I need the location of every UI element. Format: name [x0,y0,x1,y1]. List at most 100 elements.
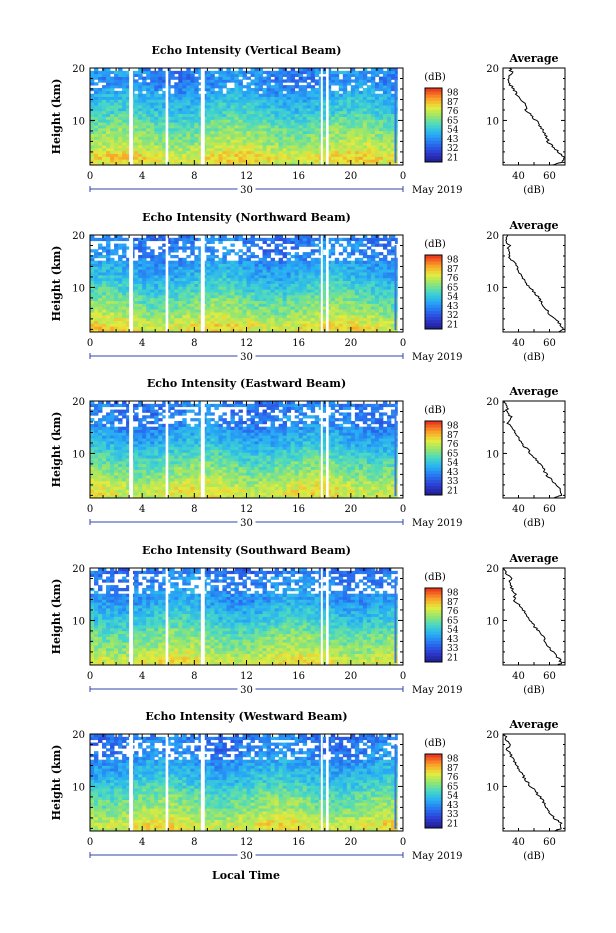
heatmap-cell [122,301,126,304]
heatmap-cell [234,312,238,315]
heatmap-cell [182,145,186,148]
heatmap-cell [174,312,178,315]
heatmap-cell [154,119,158,122]
heatmap-cell [255,117,259,120]
heatmap-cell [315,278,319,281]
heatmap-cell [295,309,299,312]
heatmap-cell [295,114,299,117]
heatmap-cell [150,275,154,278]
heatmap-cell [331,94,335,97]
heatmap-cell [295,306,299,309]
heatmap-cell [379,272,383,275]
heatmap-cell [259,306,263,309]
heatmap-cell [242,303,246,306]
heatmap-cell [206,249,210,252]
heatmap-cell [178,145,182,148]
heatmap-cell [251,315,255,318]
heatmap-cell [311,154,315,157]
heatmap-cell [287,241,291,244]
heatmap-cell [287,79,291,82]
heatmap-cell [230,154,234,157]
heatmap-cell [263,309,267,312]
heatmap-cell [206,102,210,105]
heatmap-cell [118,136,122,139]
heatmap-cell [315,94,319,97]
heatmap-cell [190,275,194,278]
heatmap-cell [222,278,226,281]
heatmap-cell [226,159,230,162]
heatmap-cell [383,286,387,289]
profile-x-label: (dB) [523,185,545,196]
heatmap-cell [142,261,146,264]
heatmap-cell [90,88,94,91]
heatmap-cell [142,321,146,324]
heatmap-cell [251,131,255,134]
heatmap-cell [263,71,267,74]
heatmap-cell [283,85,287,88]
heatmap-cell [122,323,126,326]
heatmap-cell [363,77,367,80]
colorbar-level: 43 [447,135,459,145]
heatmap-cell [263,303,267,306]
heatmap-cell [154,289,158,292]
heatmap-cell [295,108,299,111]
heatmap-cell [154,99,158,102]
heatmap-cell [283,125,287,128]
heatmap-cell [210,131,214,134]
heatmap-cell [367,125,371,128]
heatmap-cell [259,128,263,131]
heatmap-cell [255,284,259,287]
heatmap-cell [114,298,118,301]
heatmap-cell [303,278,307,281]
heatmap-cell [134,119,138,122]
heatmap-cell [106,154,110,157]
heatmap-cell [238,125,242,128]
heatmap-cell [222,312,226,315]
heatmap-cell [255,79,259,82]
heatmap-cell [387,295,391,298]
edge-data-column [395,78,397,163]
heatmap-cell [122,295,126,298]
heatmap-cell [190,309,194,312]
heatmap-cell [118,82,122,85]
heatmap-cell [222,117,226,120]
heatmap-cell [247,318,251,321]
heatmap-cell [178,71,182,74]
heatmap-cell [230,111,234,114]
heatmap-cell [210,295,214,298]
heatmap-cell [134,151,138,154]
heatmap-cell [391,71,395,74]
heatmap-cell [311,151,315,154]
heatmap-cell [190,111,194,114]
heatmap-cell [299,295,303,298]
heatmap-cell [182,261,186,264]
heatmap-cell [355,131,359,134]
heatmap-cell [279,249,283,252]
heatmap-cell [210,246,214,249]
heatmap-cell [206,318,210,321]
heatmap-cell [210,326,214,329]
heatmap-cell [371,142,375,145]
heatmap-cell [315,301,319,304]
heatmap-cell [311,238,315,241]
heatmap-cell [222,97,226,100]
heatmap-cell [206,278,210,281]
heatmap-cell [238,145,242,148]
heatmap-cell [387,306,391,309]
heatmap-cell [118,94,122,97]
heatmap-cell [259,318,263,321]
heatmap-cell [190,128,194,131]
heatmap-cell [295,312,299,315]
heatmap-cell [122,275,126,278]
heatmap-cell [379,94,383,97]
heatmap-cell [279,111,283,114]
heatmap-cell [154,258,158,261]
heatmap-cell [222,252,226,255]
heatmap-cell [138,136,142,139]
heatmap-cell [206,323,210,326]
heatmap-cell [379,131,383,134]
heatmap-cell [355,105,359,108]
heatmap-cell [242,292,246,295]
heatmap-cell [291,91,295,94]
